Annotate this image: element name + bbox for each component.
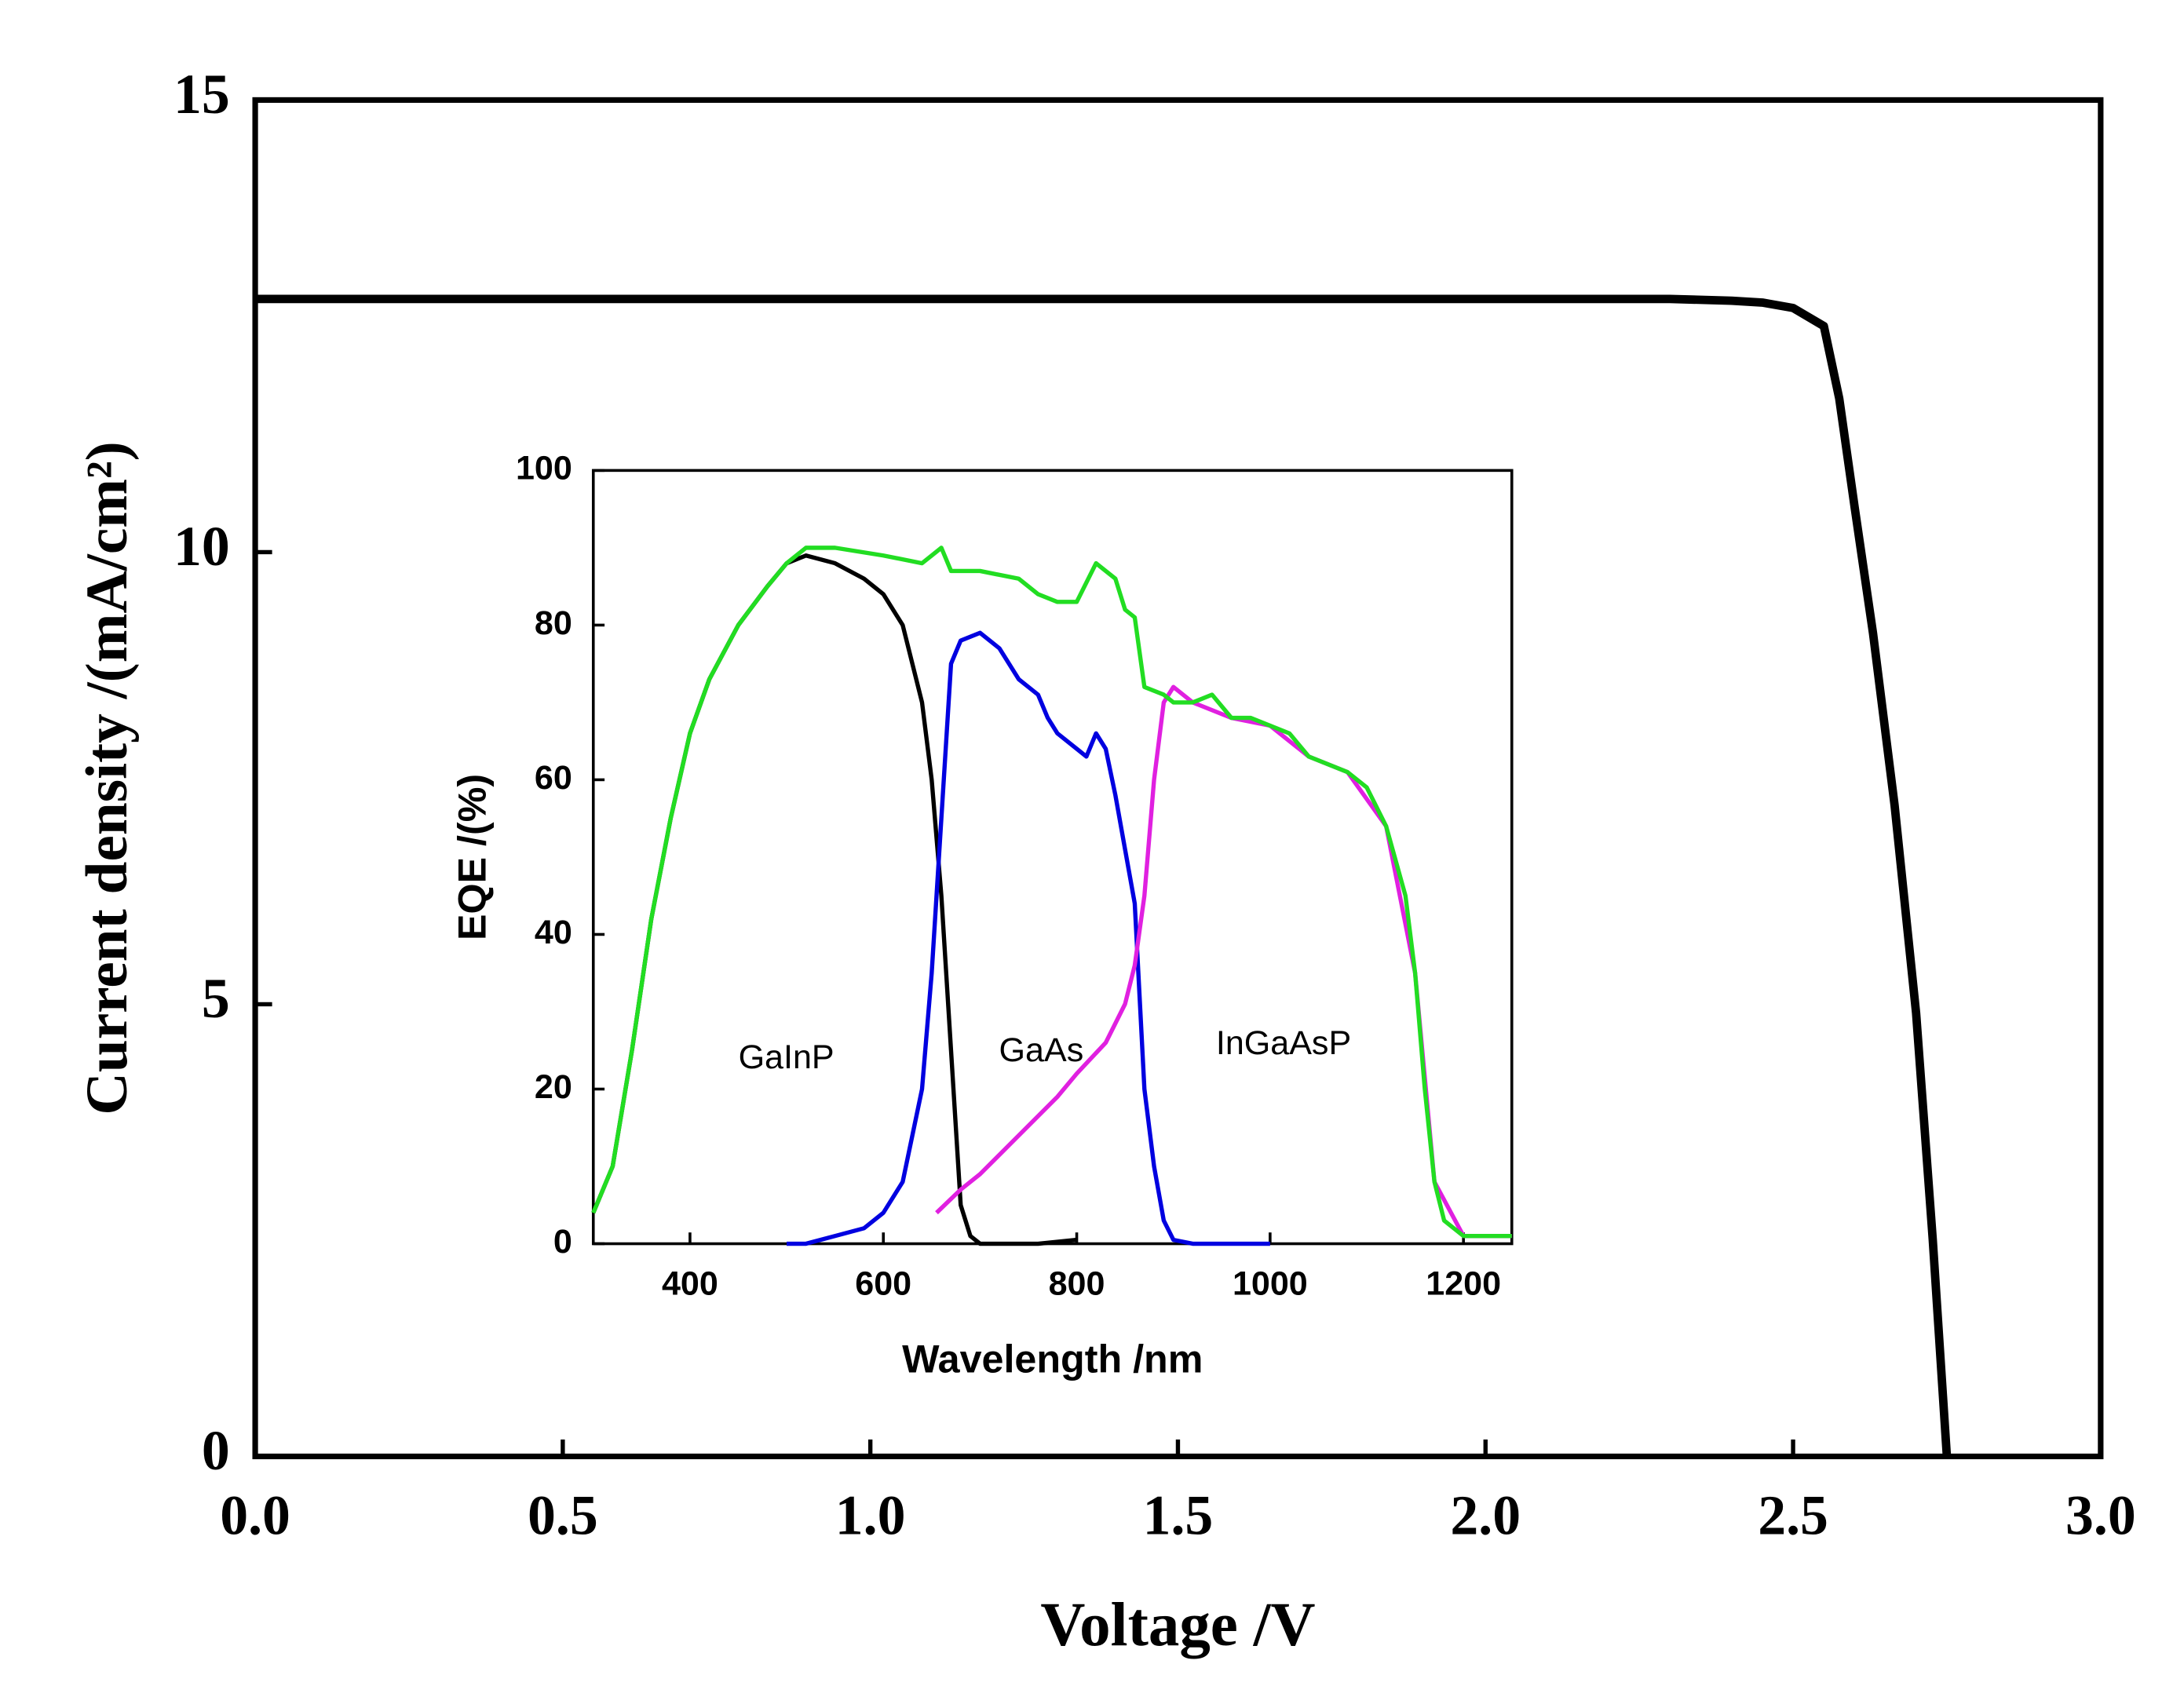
data-line: [787, 630, 1270, 1246]
y-tick-label: 20: [535, 1068, 572, 1106]
plot: 0.0 0.5 1.0 1.5 2.0 2.5 3.0 0 5 10 15 Voltage /V Cur…: [75, 63, 2136, 1659]
annotation: GaInP: [739, 1038, 835, 1076]
x-tick-label: 3.0: [2065, 1484, 2136, 1547]
x-tick-label: 400: [662, 1265, 718, 1303]
y-tick-label: 80: [535, 604, 572, 642]
x-tick-label: 0.5: [528, 1484, 598, 1547]
x-tick-label: 2.0: [1450, 1484, 1521, 1547]
y-tick-label: 0: [553, 1223, 572, 1261]
data-line: [591, 546, 1512, 1239]
x-axis-title: Voltage /V: [1040, 1591, 1315, 1659]
y-tick-label: 100: [516, 450, 572, 487]
y-tick-label: 60: [535, 759, 572, 797]
annotation: InGaAsP: [1216, 1024, 1351, 1062]
plot-frame: [591, 469, 1514, 1246]
y-tick-label: 0: [202, 1419, 230, 1482]
x-tick-label: 1.5: [1143, 1484, 1214, 1547]
y-tick-label: 10: [173, 515, 230, 578]
y-tick-label: 40: [535, 914, 572, 951]
annotation: GaAs: [999, 1031, 1084, 1069]
data-line: [255, 294, 1952, 1457]
plot: 400 600 800 1000 1200 0 20 40 60 80 100 Wavelength …: [450, 450, 1514, 1381]
x-tick-label: 1.0: [835, 1484, 906, 1547]
y-axis-title: Current density /(mA/cm²): [75, 441, 140, 1115]
x-tick-label: 600: [855, 1265, 911, 1303]
x-tick-label: 800: [1049, 1265, 1105, 1303]
x-tick-label: 1000: [1233, 1265, 1308, 1303]
x-axis-title: Wavelength /nm: [902, 1337, 1203, 1381]
plot-frame: [252, 97, 2104, 1460]
data-line: [935, 684, 1512, 1239]
y-tick-label: 5: [202, 967, 230, 1030]
x-tick-label: 2.5: [1758, 1484, 1828, 1547]
x-tick-label: 1200: [1426, 1265, 1501, 1303]
y-axis-title: EQE /(%): [450, 774, 494, 940]
y-tick-label: 15: [173, 63, 230, 126]
x-tick-label: 0.0: [220, 1484, 290, 1547]
